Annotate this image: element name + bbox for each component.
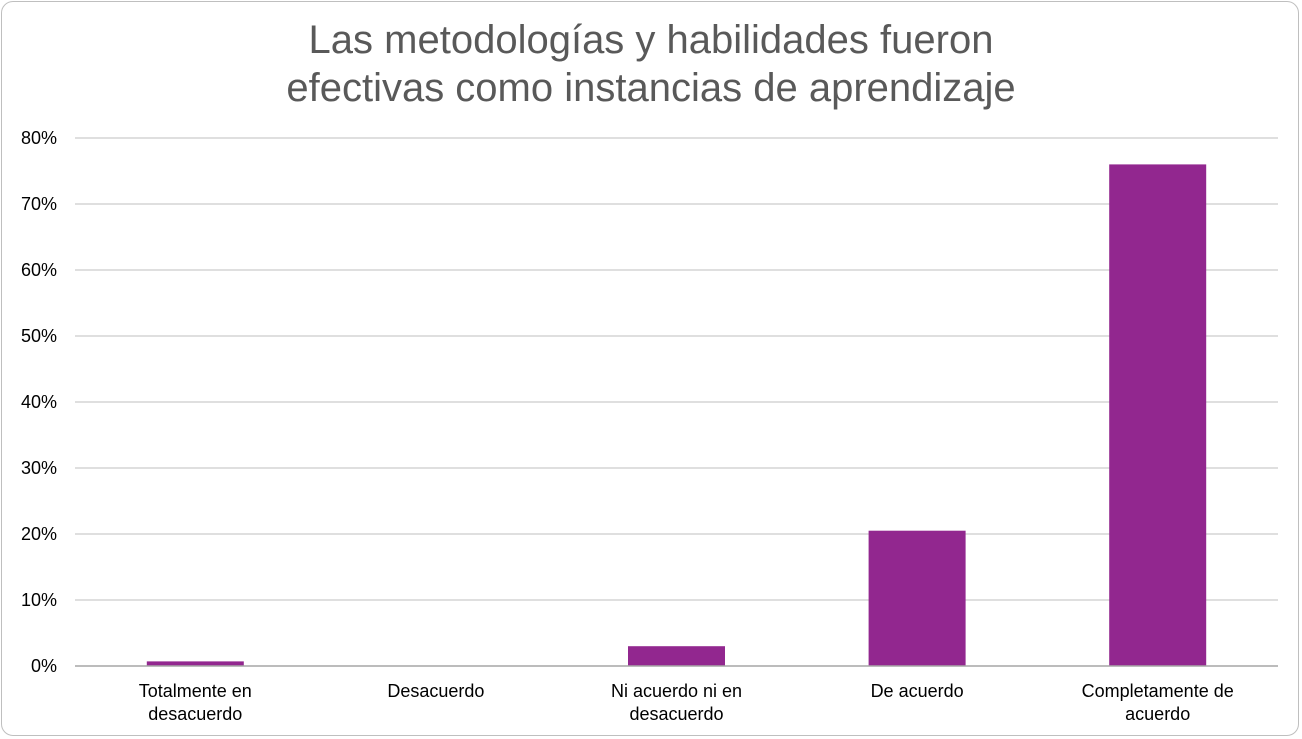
y-tick-label: 20% (21, 524, 57, 544)
x-tick-label-line: desacuerdo (629, 704, 723, 724)
x-tick-label-line: Completamente de (1082, 681, 1234, 701)
y-tick-label: 0% (31, 656, 57, 676)
x-tick-label-line: Desacuerdo (387, 681, 484, 701)
bar (146, 661, 244, 666)
bar (628, 646, 725, 666)
chart-title: Las metodologías y habilidades fueron ef… (0, 16, 1302, 112)
y-tick-label: 40% (21, 392, 57, 412)
x-tick-label: Completamente de acuerdo (1082, 681, 1234, 724)
bar (1109, 164, 1207, 666)
chart-title-line-2: efectivas como instancias de aprendizaje (286, 66, 1016, 110)
bar (868, 530, 966, 666)
x-tick-label-line: Ni acuerdo ni en (611, 681, 742, 701)
x-tick-label-line: acuerdo (1125, 704, 1190, 724)
y-tick-label: 60% (21, 260, 57, 280)
y-tick-label: 10% (21, 590, 57, 610)
y-tick-label: 70% (21, 194, 57, 214)
y-tick-label: 80% (21, 128, 57, 148)
bars (146, 164, 1207, 666)
y-tick-label: 30% (21, 458, 57, 478)
x-tick-label-line: Totalmente en (139, 681, 252, 701)
x-tick-label-line: desacuerdo (148, 704, 242, 724)
x-tick-label-line: De acuerdo (871, 681, 964, 701)
gridlines (75, 137, 1278, 601)
y-tick-label: 50% (21, 326, 57, 346)
x-tick-label: De acuerdo (871, 681, 964, 701)
x-tick-label: Desacuerdo (387, 681, 484, 701)
chart-title-line-1: Las metodologías y habilidades fueron (308, 18, 994, 62)
x-tick-labels: Totalmente en desacuerdo Desacuerdo Ni acue… (139, 681, 1234, 724)
y-tick-labels: 0% 10% 20% 30% 40% 50% 60% 70% 80% (21, 128, 57, 676)
x-tick-label: Ni acuerdo ni en desacuerdo (611, 681, 742, 724)
x-tick-label: Totalmente en desacuerdo (139, 681, 252, 724)
